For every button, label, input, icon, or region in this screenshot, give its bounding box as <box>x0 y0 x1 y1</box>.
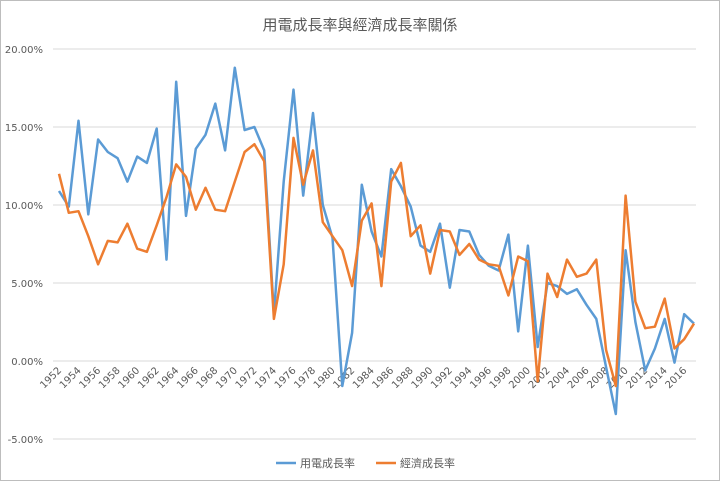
x-tick-label: 2004 <box>546 365 572 391</box>
legend-label: 經濟成長率 <box>400 456 455 470</box>
x-tick-label: 1958 <box>97 365 123 391</box>
x-tick-label: 1998 <box>488 365 514 391</box>
x-tick-label: 1992 <box>429 365 455 391</box>
x-tick-label: 1994 <box>449 365 475 391</box>
chart-title: 用電成長率與經濟成長率關係 <box>262 16 457 34</box>
x-tick-label: 1974 <box>253 365 279 391</box>
x-tick-label: 2000 <box>507 365 533 391</box>
y-tick-label: -5.00% <box>8 435 43 446</box>
x-tick-label: 1966 <box>175 365 201 391</box>
x-tick-label: 1960 <box>116 365 142 391</box>
x-tick-label: 1978 <box>292 365 318 391</box>
x-tick-label: 2014 <box>644 365 670 391</box>
legend-label: 用電成長率 <box>300 456 355 470</box>
y-tick-label: 20.00% <box>5 45 43 56</box>
x-tick-label: 1962 <box>136 365 162 391</box>
x-tick-label: 1986 <box>370 365 396 391</box>
x-tick-label: 1976 <box>273 365 299 391</box>
x-tick-label: 1968 <box>195 365 221 391</box>
x-tick-label: 1952 <box>38 365 64 391</box>
x-tick-label: 1964 <box>156 365 182 391</box>
x-tick-label: 2006 <box>566 365 592 391</box>
x-tick-label: 1970 <box>214 365 240 391</box>
x-tick-label: 1956 <box>77 365 103 391</box>
x-tick-label: 1954 <box>58 365 84 391</box>
y-tick-label: 5.00% <box>11 279 43 290</box>
x-tick-label: 1972 <box>234 365 260 391</box>
x-tick-label: 1984 <box>351 365 377 391</box>
x-tick-label: 1988 <box>390 365 416 391</box>
x-tick-label: 1996 <box>468 365 494 391</box>
series-line-economic-growth <box>59 138 694 386</box>
y-tick-label: 15.00% <box>5 123 43 134</box>
y-tick-label: 0.00% <box>11 357 43 368</box>
x-tick-label: 1990 <box>410 365 436 391</box>
x-tick-label: 1980 <box>312 365 338 391</box>
x-tick-label: 2016 <box>664 365 690 391</box>
y-tick-label: 10.00% <box>5 201 43 212</box>
